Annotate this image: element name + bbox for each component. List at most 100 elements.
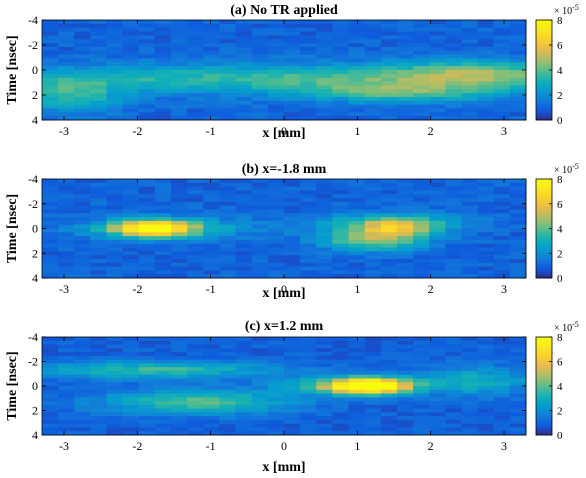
colorbar-swatch: [536, 54, 552, 57]
heatmap-cell: [235, 274, 253, 279]
heatmap-cell: [58, 209, 75, 214]
heatmap-cell: [429, 274, 446, 279]
heatmap-cell: [380, 374, 398, 379]
heatmap-cell: [267, 116, 285, 121]
heatmap-cell: [493, 93, 511, 98]
heatmap-cell: [251, 201, 269, 207]
heatmap-cell: [203, 412, 220, 417]
heatmap-cell: [477, 359, 495, 364]
heatmap-cell: [348, 39, 366, 44]
colorbar-swatch: [536, 179, 552, 181]
heatmap-cell: [477, 258, 495, 264]
colorbar-swatch: [536, 26, 552, 29]
heatmap-cell: [413, 247, 430, 252]
heatmap-cell: [154, 359, 172, 364]
heatmap-cell: [300, 50, 317, 56]
heatmap-cell: [509, 108, 527, 113]
heatmap-cell: [396, 367, 414, 372]
heatmap-cell: [122, 182, 140, 188]
heatmap-cell: [42, 378, 59, 383]
heatmap-cell: [251, 116, 269, 121]
heatmap-cell: [509, 266, 527, 271]
heatmap-cell: [300, 198, 317, 203]
heatmap-cell: [187, 427, 204, 432]
heatmap-cell: [316, 46, 333, 52]
colorbar-swatch: [536, 51, 552, 54]
heatmap-cell: [493, 251, 511, 256]
heatmap-cell: [138, 27, 156, 33]
heatmap-cell: [58, 66, 75, 71]
heatmap-cell: [106, 412, 124, 417]
heatmap-cell: [493, 431, 511, 436]
heatmap-cell: [203, 258, 220, 264]
heatmap-cell: [396, 382, 414, 387]
heatmap-cell: [332, 194, 350, 199]
heatmap-cell: [203, 397, 220, 402]
heatmap-cell: [461, 386, 479, 391]
heatmap-cell: [187, 104, 204, 109]
heatmap-cell: [300, 190, 317, 195]
heatmap-cell: [396, 66, 414, 71]
heatmap-cell: [284, 190, 301, 195]
colorbar-swatch: [536, 214, 552, 217]
colorbar-exponent: × 10-5: [554, 3, 579, 17]
colorbar-swatch: [536, 419, 552, 422]
heatmap-cell: [171, 77, 188, 83]
heatmap-cell: [251, 247, 269, 252]
heatmap-cell: [187, 397, 204, 402]
heatmap-cell: [477, 93, 495, 98]
heatmap-cell: [122, 243, 140, 249]
heatmap-cell: [154, 412, 172, 417]
heatmap-cell: [509, 182, 527, 188]
heatmap-cell: [74, 389, 91, 395]
heatmap-cell: [380, 35, 398, 40]
heatmap-cell: [284, 382, 301, 387]
heatmap-cell: [58, 23, 75, 29]
heatmap-cell: [187, 232, 204, 237]
heatmap-cell: [90, 401, 108, 406]
heatmap-cell: [316, 243, 333, 249]
colorbar-swatch: [536, 118, 552, 121]
heatmap-cell: [219, 198, 237, 203]
heatmap-cell: [332, 66, 350, 71]
heatmap-cell: [58, 81, 75, 86]
heatmap-cell: [509, 228, 527, 233]
heatmap-cell: [90, 262, 108, 268]
heatmap-cell: [364, 352, 382, 357]
heatmap-cell: [413, 401, 430, 406]
heatmap-cell: [284, 389, 301, 395]
heatmap-cell: [106, 370, 124, 376]
heatmap-cell: [364, 35, 382, 40]
heatmap-cell: [42, 209, 59, 214]
heatmap-cell: [122, 344, 140, 349]
heatmap-cell: [219, 70, 237, 75]
heatmap-cell: [364, 179, 382, 184]
heatmap-cell: [203, 239, 220, 245]
heatmap-cell: [477, 23, 495, 29]
heatmap-cell: [90, 416, 108, 421]
heatmap-cell: [396, 348, 414, 353]
heatmap-cell: [203, 370, 220, 376]
heatmap-cell: [413, 427, 430, 432]
heatmap-cell: [364, 236, 382, 241]
heatmap-cell: [219, 205, 237, 210]
heatmap-cell: [122, 363, 140, 368]
heatmap-cell: [364, 224, 382, 229]
heatmap-cell: [122, 190, 140, 195]
heatmap-cell: [396, 31, 414, 36]
heatmap-cell: [493, 255, 511, 260]
heatmap-cell: [284, 179, 301, 184]
colorbar-swatch: [536, 96, 552, 99]
heatmap-cell: [122, 62, 140, 67]
colorbar-swatch: [536, 32, 552, 35]
heatmap-cell: [90, 236, 108, 241]
heatmap-cell: [413, 274, 430, 279]
heatmap-cell: [154, 239, 172, 245]
heatmap-cell: [493, 232, 511, 237]
heatmap-cell: [171, 198, 188, 203]
heatmap-cell: [300, 378, 317, 383]
heatmap-cell: [332, 77, 350, 83]
heatmap-cell: [284, 232, 301, 237]
heatmap-cell: [461, 397, 479, 402]
heatmap-cell: [477, 217, 495, 222]
